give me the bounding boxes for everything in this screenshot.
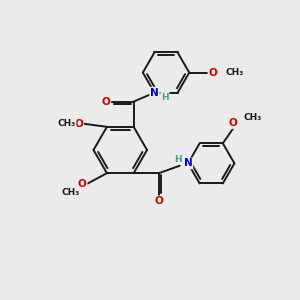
Text: CH₃: CH₃ bbox=[58, 119, 76, 128]
Text: CH₃: CH₃ bbox=[244, 112, 262, 122]
Text: CH₃: CH₃ bbox=[226, 68, 244, 77]
Text: O: O bbox=[208, 68, 217, 78]
Text: O: O bbox=[74, 119, 83, 129]
Text: N: N bbox=[184, 158, 192, 168]
Text: O: O bbox=[154, 196, 163, 206]
Text: H: H bbox=[161, 93, 169, 102]
Text: N: N bbox=[150, 88, 159, 98]
Text: CH₃: CH₃ bbox=[61, 188, 80, 197]
Text: H: H bbox=[174, 155, 182, 164]
Text: O: O bbox=[229, 118, 238, 128]
Text: O: O bbox=[78, 178, 87, 189]
Text: O: O bbox=[102, 97, 110, 106]
